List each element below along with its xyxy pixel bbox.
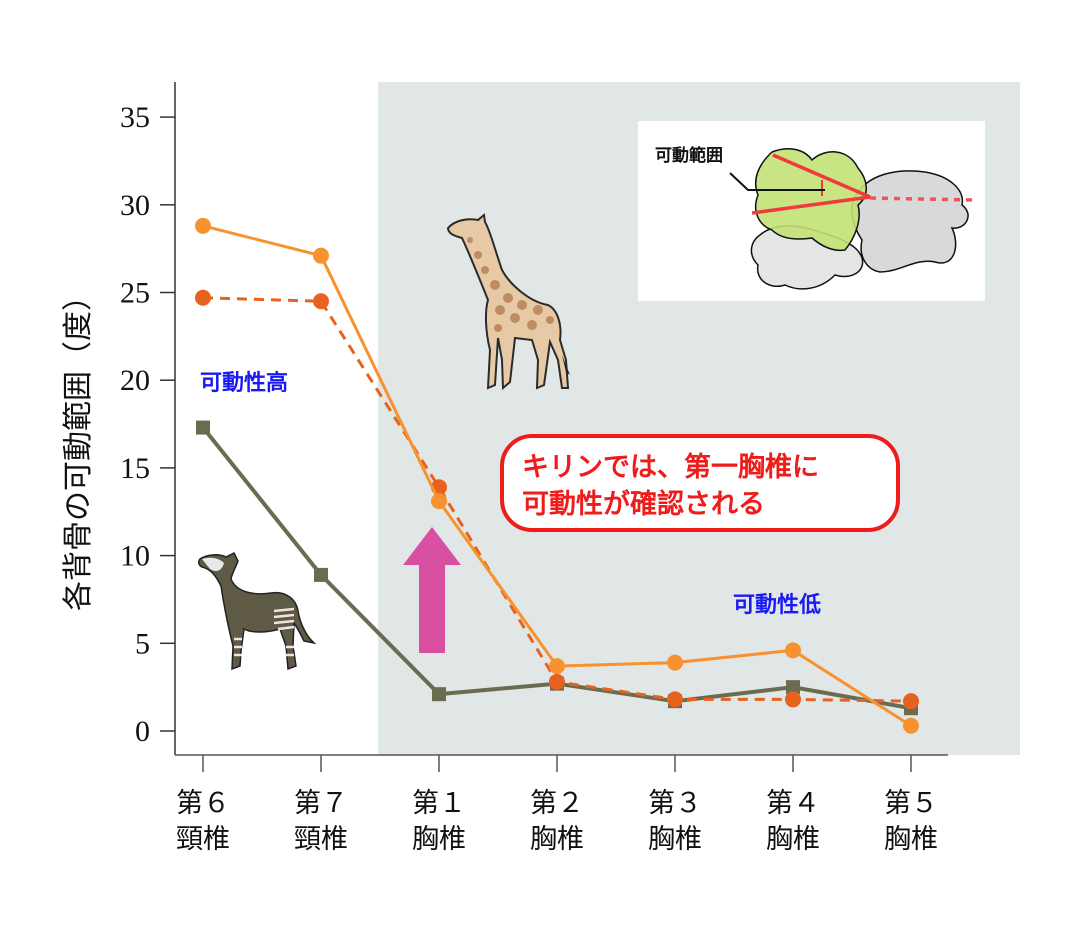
callout-box: キリンでは、第一胸椎に 可動性が確認される	[500, 434, 900, 532]
vertebrae-diagram-icon	[729, 148, 973, 290]
y-tick-label: 30	[120, 189, 150, 222]
x-tick-label: 第６	[176, 788, 230, 819]
x-tick-label: 頸椎	[176, 824, 230, 855]
y-tick-label: 5	[135, 627, 150, 660]
y-axis: 0 5 10 15 20 25 30 35	[120, 82, 176, 755]
y-tick-label: 20	[120, 364, 150, 397]
x-tick-label: 第７	[294, 788, 348, 819]
up-arrow-icon	[403, 527, 461, 653]
x-tick-label: 胸椎	[884, 824, 938, 855]
x-axis: 第６ 頸椎 第７ 頸椎 第１ 胸椎 第２ 胸椎 第３ 胸椎 第４ 胸椎 第５ 胸椎	[175, 754, 948, 855]
data-point	[903, 717, 919, 734]
data-point	[785, 642, 801, 659]
y-tick-label: 35	[120, 101, 150, 134]
data-point	[313, 293, 329, 310]
x-tick-label: 胸椎	[530, 824, 584, 855]
callout-line-1: キリンでは、第一胸椎に	[522, 451, 819, 483]
data-point	[785, 691, 801, 708]
data-point	[314, 567, 328, 582]
data-point	[903, 693, 919, 710]
y-tick-label: 10	[120, 540, 150, 573]
vertebrae-inset: 可動範囲	[638, 121, 985, 301]
x-tick-label: 第１	[412, 788, 466, 819]
x-tick-label: 第３	[648, 788, 702, 819]
data-point	[549, 658, 565, 675]
series-giraffe-dashed	[195, 289, 919, 710]
data-point	[786, 680, 800, 695]
x-tick-label: 胸椎	[412, 824, 466, 855]
x-tick-label: 第５	[884, 788, 938, 819]
giraffe-icon	[446, 213, 570, 391]
inset-label: 可動範囲	[655, 145, 723, 166]
series-giraffe-solid	[195, 217, 919, 734]
data-point	[431, 493, 447, 510]
data-point	[549, 673, 565, 690]
x-tick-label: 胸椎	[766, 824, 820, 855]
data-point	[196, 420, 210, 435]
series-layer	[195, 217, 919, 734]
y-tick-label: 0	[135, 715, 150, 748]
data-point	[195, 289, 211, 306]
okapi-icon	[197, 551, 317, 671]
data-point	[667, 654, 683, 671]
low-mobility-label: 可動性低	[733, 593, 821, 618]
high-mobility-label: 可動性高	[200, 370, 288, 396]
data-point	[195, 217, 211, 234]
y-tick-label: 15	[120, 452, 150, 485]
callout-line-2: 可動性が確認される	[522, 488, 765, 520]
x-tick-label: 第２	[530, 788, 584, 819]
data-point	[667, 691, 683, 708]
x-tick-label: 第４	[766, 788, 820, 819]
data-point	[432, 687, 446, 702]
x-tick-label: 頸椎	[294, 824, 348, 855]
data-point	[313, 247, 329, 264]
x-tick-label: 胸椎	[648, 824, 702, 855]
y-axis-title: 各背骨の可動範囲（度）	[61, 281, 96, 611]
y-tick-label: 25	[120, 277, 150, 310]
